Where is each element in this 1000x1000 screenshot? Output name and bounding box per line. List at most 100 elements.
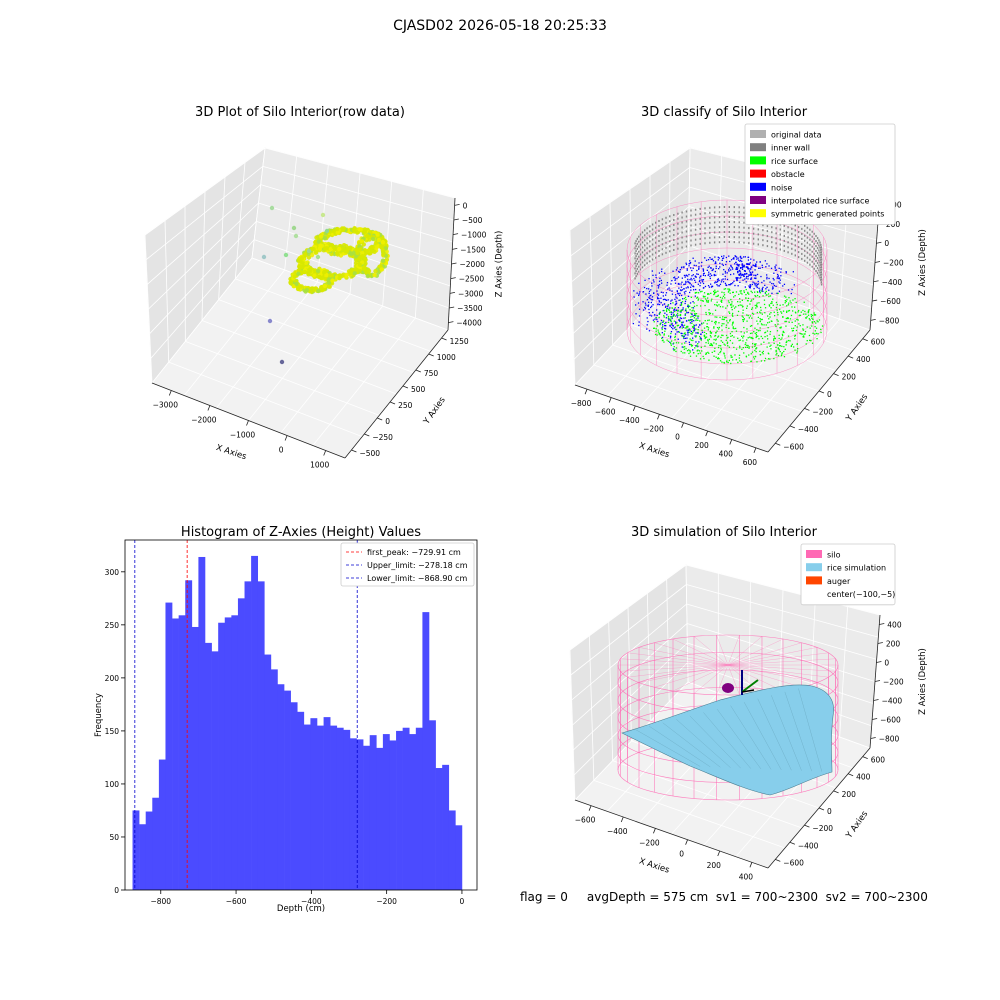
cls-point-noise	[779, 279, 781, 281]
cls-point-wall	[638, 235, 640, 238]
cls-point-rice	[691, 345, 693, 347]
cls-point-noise	[775, 269, 777, 271]
cls-point-rice	[767, 293, 770, 295]
cls-point-noise	[772, 277, 774, 280]
hist-bar	[172, 618, 179, 890]
cls-point-noise	[769, 281, 771, 283]
cls-point-noise	[696, 273, 698, 275]
cls-x-tick	[584, 389, 588, 395]
cls-point-wall	[797, 226, 800, 229]
cls-point-rice	[715, 321, 717, 323]
cls-point-rice	[699, 338, 701, 340]
cls-point-noise	[736, 263, 738, 266]
cls-point-rice	[688, 352, 690, 355]
cls-point-wall	[797, 246, 800, 249]
cls-point-noise	[656, 290, 658, 292]
raw-x-tick	[284, 435, 288, 441]
cls-point-rice	[816, 338, 818, 340]
sim-x-tick	[717, 850, 721, 857]
cls-point-noise	[672, 328, 674, 330]
cls-point-rice	[689, 351, 691, 353]
cls-point-rice	[751, 336, 753, 339]
cls-point-noise	[742, 274, 744, 276]
cls-point-noise	[732, 258, 734, 260]
cls-point-noise	[657, 298, 659, 300]
cls-point-wall	[704, 217, 706, 220]
cls-point-rice	[727, 336, 729, 339]
sim-mesh-line	[662, 722, 721, 768]
cls-point-rice	[747, 291, 749, 294]
cls-point-wall	[762, 244, 764, 247]
cls-point-noise	[716, 281, 718, 283]
cls-point-wall	[673, 224, 675, 226]
cls-point-noise	[648, 312, 650, 314]
cls-point-noise	[737, 277, 739, 279]
cls-point-wall	[677, 217, 679, 220]
cls-point-rice	[719, 306, 722, 308]
cls-point-rice	[718, 358, 720, 360]
cls-point-wall	[646, 252, 648, 255]
cls-point-rice	[792, 299, 794, 301]
cls-point-wall	[820, 251, 822, 254]
sim-y-tick	[862, 756, 868, 759]
cls-point-wall	[819, 266, 821, 269]
cls-point-rice	[697, 331, 699, 334]
cls-point-wall	[709, 216, 711, 219]
cls-point-wall	[649, 250, 651, 253]
cls-point-rice	[806, 316, 808, 318]
cls-point-rice	[809, 327, 811, 329]
cls-point-wall	[677, 222, 679, 225]
sim-legend-label: auger	[827, 577, 851, 586]
cls-point-noise	[690, 286, 692, 288]
cls-point-noise	[728, 267, 731, 269]
cls-point-noise	[683, 266, 685, 268]
cls-point-rice	[746, 314, 748, 316]
cls-point-noise	[693, 329, 696, 331]
cls-point-noise	[681, 346, 683, 348]
cls-point-wall	[635, 270, 637, 273]
cls-point-noise	[761, 266, 764, 269]
cls-point-noise	[688, 319, 690, 321]
cls-point-rice	[769, 358, 771, 360]
cls-point-rice	[786, 310, 788, 312]
raw-y-axis-line	[344, 329, 449, 459]
cls-point-rice	[734, 354, 736, 356]
cls-point-wall	[639, 233, 642, 236]
cls-point-noise	[766, 286, 768, 288]
cls-point-rice	[763, 341, 765, 343]
cls-point-rice	[679, 310, 681, 312]
cls-point-noise	[694, 281, 697, 283]
cls-point-noise	[664, 325, 666, 327]
cls-point-wall	[820, 248, 822, 251]
cls-point-rice	[750, 299, 753, 301]
cls-point-rice	[765, 290, 767, 293]
cls-point-noise	[676, 277, 678, 280]
cls-point-rice	[674, 307, 676, 309]
cls-point-noise	[661, 268, 663, 270]
cls-point-noise	[693, 289, 695, 291]
cls-point-rice	[782, 330, 784, 333]
cls-point-noise	[685, 280, 687, 283]
cls-point-rice	[716, 305, 719, 307]
cls-point-noise	[698, 262, 700, 264]
cls-point-rice	[728, 311, 730, 313]
cls-point-wall	[766, 225, 769, 228]
cls-point-noise	[750, 278, 752, 280]
cls-point-rice	[654, 333, 657, 336]
cls-point-wall	[646, 227, 648, 230]
hist-bar	[211, 651, 219, 890]
hist-frame	[124, 539, 478, 891]
cls-point-wall	[816, 267, 819, 270]
cls-point-rice	[741, 315, 743, 317]
cls-point-noise	[739, 255, 742, 258]
cls-point-rice	[686, 350, 689, 352]
cls-point-rice	[689, 309, 691, 311]
sim-silo-roof-spoke	[716, 664, 729, 695]
cls-point-noise	[718, 268, 720, 270]
cls-point-noise	[638, 293, 640, 295]
cls-point-rice	[688, 319, 691, 322]
cls-x-tick	[681, 422, 684, 428]
raw-point	[319, 234, 324, 239]
cls-point-rice	[804, 310, 806, 313]
